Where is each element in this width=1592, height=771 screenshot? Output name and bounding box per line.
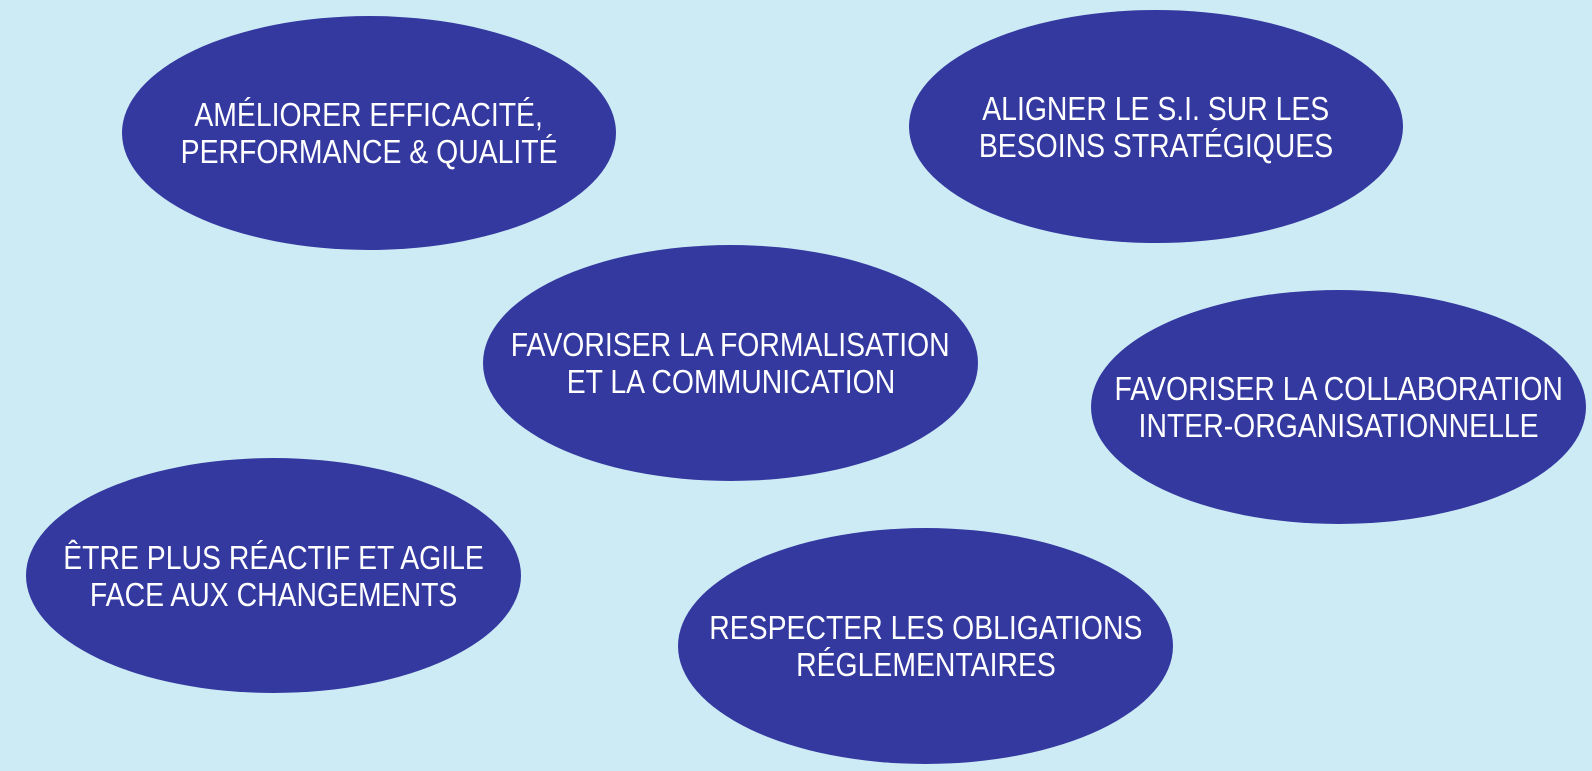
bubble-favoriser-collaboration: FAVORISER LA COLLABORATION INTER-ORGANIS… bbox=[1091, 290, 1586, 524]
bubble-text-line: FAVORISER LA COLLABORATION bbox=[1114, 370, 1563, 407]
bubble-text-line: BESOINS STRATÉGIQUES bbox=[978, 126, 1334, 164]
bubble-aligner-si: ALIGNER LE S.I. SUR LES BESOINS STRATÉGI… bbox=[909, 10, 1403, 243]
bubble-text-line: RÉGLEMENTAIRES bbox=[795, 646, 1056, 683]
bubble-text-line: ALIGNER LE S.I. SUR LES bbox=[982, 89, 1330, 127]
bubble-text-line: AMÉLIORER EFFICACITÉ, bbox=[194, 96, 544, 133]
bubble-text-line: FAVORISER LA FORMALISATION bbox=[511, 326, 950, 363]
bubble-text-line: RESPECTER LES OBLIGATIONS bbox=[708, 609, 1143, 646]
bubble-text-line: INTER-ORGANISATIONNELLE bbox=[1138, 407, 1539, 444]
bubble-text-line: PERFORMANCE & QUALITÉ bbox=[180, 133, 558, 170]
bubble-text-line: ÊTRE PLUS RÉACTIF ET AGILE bbox=[63, 538, 484, 576]
bubble-text-line: FACE AUX CHANGEMENTS bbox=[89, 575, 458, 613]
bubble-etre-reactif: ÊTRE PLUS RÉACTIF ET AGILE FACE AUX CHAN… bbox=[26, 458, 521, 693]
bubble-text-line: ET LA COMMUNICATION bbox=[566, 363, 895, 400]
bubble-ameliorer-efficacite: AMÉLIORER EFFICACITÉ, PERFORMANCE & QUAL… bbox=[122, 16, 616, 250]
bubble-respecter-obligations: RESPECTER LES OBLIGATIONS RÉGLEMENTAIRES bbox=[678, 528, 1173, 764]
bubble-favoriser-formalisation: FAVORISER LA FORMALISATION ET LA COMMUNI… bbox=[483, 245, 978, 481]
